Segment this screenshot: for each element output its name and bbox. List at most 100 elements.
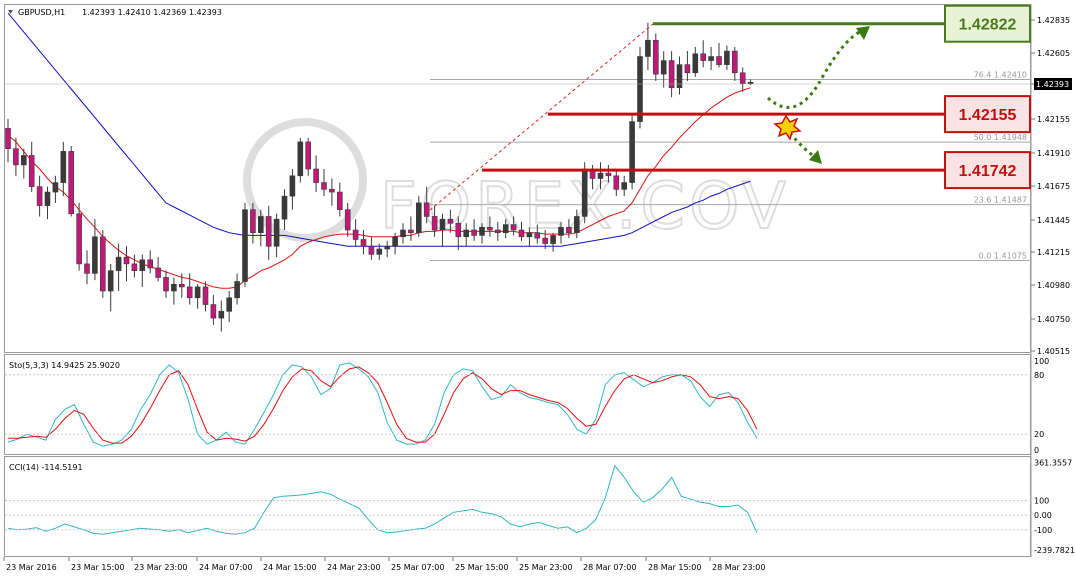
candle-body [265,216,272,247]
candle-body [329,189,335,193]
price-tick-label: 1.40515 [1037,347,1070,356]
time-tick-label: 25 Mar 15:00 [455,563,508,572]
level-box-1.41742[interactable]: 1.41742 [944,151,1031,190]
candle-body [139,259,146,271]
candle-body [739,72,746,84]
candle-body [629,121,635,183]
candle-body [716,56,722,65]
time-tick-label: 25 Mar 07:00 [391,563,444,572]
candle-body [400,229,406,238]
fib-label-3: 0.0 1.41075 [979,252,1027,261]
candle-body [155,267,161,278]
candle-body [708,56,714,61]
time-tick-label: 23 Mar 15:00 [71,563,124,572]
candle-body [494,229,501,234]
cci-tick-label: 0.00 [1034,511,1052,520]
candle-body [724,50,730,65]
fib-label-0: 76.4 1.42410 [974,71,1027,80]
time-tick-label: 24 Mar 07:00 [199,563,252,572]
level-label: 1.41742 [959,163,1017,180]
fibonacci-trendline[interactable] [429,23,654,211]
time-tick-label: 23 Mar 23:00 [134,563,187,572]
candle-body [242,209,248,282]
candle-body [431,216,438,231]
forecast-path-up [766,28,865,109]
forecast-arrowhead-down [809,150,822,164]
candle-body [652,39,659,75]
cci-line [7,464,758,535]
candle-body [36,186,43,206]
candle-body [415,202,422,234]
candle-body [20,155,27,166]
price-panel-frame [4,4,1031,353]
time-tick-label: 23 Mar 2016 [6,563,57,572]
candle-body [5,128,11,149]
candle-body [336,191,343,210]
candle-body [250,209,256,234]
key-levels[interactable]: 1.42822 1.42155 1.41742 [482,4,1031,190]
stochastic-series [7,362,758,447]
current-price-label: 1.42393 [1036,80,1069,89]
level-box-bg [944,151,1031,190]
candle-body [313,168,319,183]
ma-fast-line [7,87,751,289]
candle-body [463,229,470,238]
level-box-1.42822[interactable]: 1.42822 [944,4,1031,43]
candle-body [273,218,280,247]
candle-body [479,226,485,236]
candle-body [202,286,209,305]
candle-body [344,209,351,231]
price-tick-label: 1.40980 [1037,281,1070,290]
candle-body [321,182,327,190]
candle-body [234,281,240,299]
candle-body [179,283,185,288]
candle-body [68,151,74,215]
candle-body [645,39,651,57]
cci-tick-label: 361.3557 [1034,459,1072,468]
candle-body [542,237,549,244]
candle-body [526,232,533,238]
candle-body [352,229,359,240]
fibonacci-levels: 76.4 1.42410 50.0 1.41948 23.6 1.41487 0.0 … [430,71,1031,262]
candle-body [700,53,707,61]
candle-body [368,245,375,255]
candle-body [60,151,67,183]
candle-body [384,245,391,250]
price-tick-label: 1.40750 [1037,315,1070,324]
price-tick-label: 1.42605 [1037,49,1070,58]
break-burst-icon [773,114,802,141]
candle-body [44,191,51,206]
candle-body [210,304,217,319]
candle-body [597,172,604,179]
level-box-1.42155[interactable]: 1.42155 [944,95,1031,134]
candle-body [684,64,691,74]
candle-body [52,182,59,193]
candle-body [84,263,90,274]
price-tick-label: 1.42835 [1037,16,1070,25]
level-label: 1.42822 [959,17,1017,34]
candlestick-series [5,22,754,332]
level-label: 1.42155 [959,107,1017,124]
candle-body [92,236,98,274]
watermark-ring [243,118,367,242]
candle-body [28,155,35,187]
candle-body [621,182,628,190]
candle-body [305,141,312,170]
candle-body [676,64,683,88]
time-tick-label: 28 Mar 15:00 [648,563,701,572]
candle-body [447,218,454,224]
time-tick-label: 25 Mar 23:00 [519,563,572,572]
candle-body [13,148,19,166]
candle-body [566,226,572,234]
cci-tick-label: 100 [1034,497,1049,506]
cci-tick-label: -100 [1034,526,1052,535]
price-tick-label: 1.41215 [1037,248,1070,257]
cci-panel-frame [4,456,1031,557]
candle-body [376,248,383,255]
ohlc-readout: 1.42393 1.42410 1.42369 1.42393 [82,8,222,17]
candle-body [660,60,667,75]
candle-body [423,202,430,217]
candle-body [692,53,699,74]
cci-title: CCI(14) -114.5191 [9,463,83,472]
candle-body [186,286,193,299]
